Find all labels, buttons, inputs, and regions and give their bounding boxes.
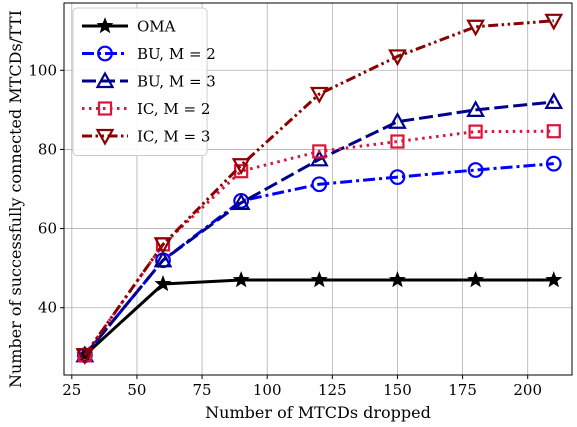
data-point (388, 271, 406, 288)
data-point (545, 155, 562, 172)
data-point (153, 250, 173, 268)
data-point (468, 124, 483, 139)
legend-item: IC, M = 2 (82, 100, 210, 118)
data-point (231, 158, 251, 176)
x-tick-label: 200 (513, 381, 542, 399)
series-group (75, 13, 564, 365)
legend-marker (97, 101, 113, 116)
series-3 (77, 124, 561, 363)
x-axis-label: Number of MTCDs dropped (205, 403, 431, 422)
legend-label: IC, M = 3 (137, 128, 210, 146)
x-tick-label: 125 (318, 381, 347, 399)
data-point (309, 149, 329, 167)
legend-marker (97, 45, 113, 62)
y-tick-label: 40 (38, 299, 57, 317)
series-line (83, 100, 554, 357)
data-point (231, 193, 251, 210)
data-point (153, 237, 173, 255)
data-point (544, 13, 564, 31)
ticks: 25 50 75 100 125 150 175 200 40 60 80 100 (28, 61, 542, 399)
series-0 (76, 271, 563, 363)
data-point (312, 144, 327, 159)
legend-item: BU, M = 2 (82, 45, 216, 63)
data-point (388, 111, 407, 129)
legend-item: OMA (82, 17, 176, 36)
legend-label: BU, M = 2 (137, 45, 216, 63)
data-point (544, 92, 564, 110)
y-tick-label: 100 (28, 61, 57, 79)
data-point (232, 271, 250, 288)
data-point (311, 176, 328, 193)
x-tick-label: 50 (127, 381, 146, 399)
legend-item: IC, M = 3 (82, 128, 210, 146)
data-point (154, 275, 172, 292)
plot-frame (63, 2, 573, 376)
y-tick-label: 60 (38, 220, 57, 238)
data-point (390, 134, 405, 149)
y-axis-label: Number of successfully connected MTCDs/T… (6, 10, 25, 388)
series-4 (75, 13, 564, 365)
legend-label: IC, M = 2 (137, 100, 210, 118)
legend: OMA BU, M = 2 BU, M = 3 IC, M = 2 IC, M = 3 (72, 7, 216, 156)
legend-marker (95, 71, 115, 89)
x-tick-label: 175 (448, 381, 477, 399)
series-line (83, 129, 554, 357)
legend-label: OMA (137, 18, 176, 36)
series-line (83, 19, 554, 357)
data-point (466, 19, 485, 37)
data-point (388, 49, 407, 67)
legend-label: BU, M = 3 (137, 73, 216, 91)
legend-item: BU, M = 3 (82, 71, 216, 91)
data-point (75, 348, 95, 365)
x-tick-label: 150 (383, 381, 412, 399)
legend-marker (96, 17, 114, 34)
x-tick-label: 75 (193, 381, 212, 399)
series-1 (76, 155, 562, 364)
data-point (467, 271, 485, 288)
data-point (309, 86, 329, 104)
data-point (467, 162, 484, 178)
y-tick-label: 80 (38, 140, 57, 158)
legend-marker (95, 128, 115, 146)
data-point (546, 124, 561, 139)
x-tick-label: 100 (253, 381, 282, 399)
data-point (545, 271, 563, 288)
data-point (466, 100, 485, 117)
x-tick-label: 25 (62, 381, 81, 399)
data-point (310, 271, 328, 288)
series-line (83, 278, 554, 357)
data-point (389, 169, 406, 186)
legend-box (72, 7, 208, 156)
